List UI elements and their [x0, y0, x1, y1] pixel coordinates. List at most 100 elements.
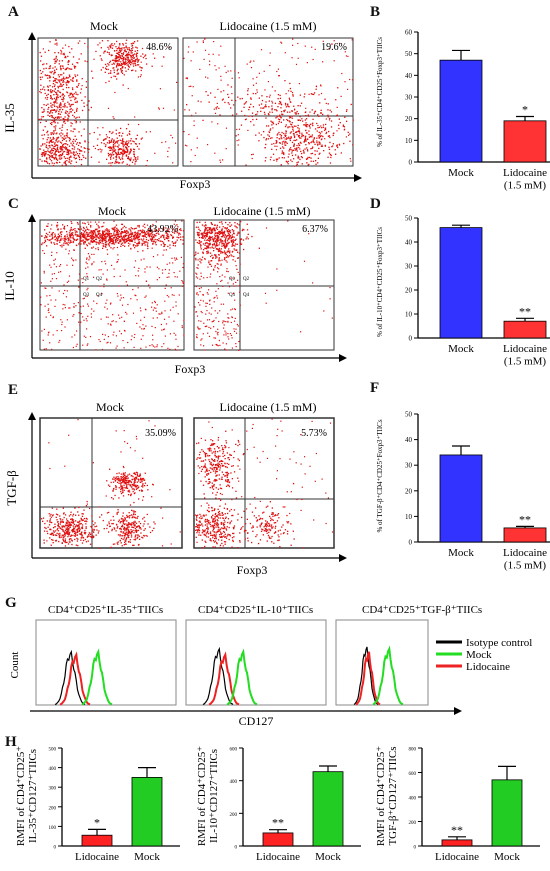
scatter-dot	[135, 138, 137, 140]
scatter-dot	[127, 490, 129, 492]
scatter-dot	[121, 151, 123, 153]
scatter-dot	[122, 232, 124, 234]
scatter-dot	[113, 62, 115, 64]
scatter-dot	[117, 233, 119, 235]
scatter-dot	[161, 313, 163, 315]
scatter-dot	[123, 320, 125, 322]
scatter-dot	[219, 161, 222, 163]
scatter-dot	[171, 226, 173, 228]
scatter-dot	[122, 518, 124, 520]
scatter-dot	[224, 234, 226, 236]
scatter-dot	[62, 100, 64, 102]
scatter-dot	[66, 530, 69, 533]
scatter-dot	[47, 162, 49, 164]
scatter-dot	[57, 239, 59, 241]
scatter-dot	[44, 74, 46, 76]
scatter-dot	[227, 243, 229, 245]
scatter-dot	[223, 334, 225, 336]
scatter-dot	[211, 232, 213, 234]
scatter-dot	[183, 334, 185, 336]
scatter-dot	[97, 237, 99, 239]
scatter-dot	[196, 273, 198, 275]
scatter-dot	[62, 146, 64, 148]
scatter-dot	[138, 59, 140, 61]
scatter-dot	[116, 478, 118, 480]
scatter-dot	[324, 145, 326, 147]
scatter-dot	[73, 249, 75, 251]
scatter-dot	[319, 102, 321, 104]
scatter-dot	[230, 237, 232, 240]
scatter-dot	[133, 237, 135, 239]
scatter-dot	[72, 94, 74, 96]
scatter-dot	[208, 244, 210, 246]
scatter-dot	[304, 137, 307, 139]
scatter-dot	[281, 137, 283, 140]
scatter-dot	[65, 524, 67, 526]
scatter-dot	[119, 479, 122, 482]
scatter-dot	[54, 116, 57, 119]
scatter-dot	[286, 142, 288, 144]
scatter-dot	[224, 230, 226, 232]
scatter-dot	[144, 528, 146, 530]
scatter-dot	[319, 132, 322, 134]
scatter-dot	[86, 518, 88, 520]
scatter-dot	[305, 124, 307, 126]
scatter-dot	[127, 494, 130, 496]
scatter-dot	[90, 237, 93, 240]
scatter-dot	[227, 256, 230, 258]
scatter-dot	[352, 119, 354, 121]
scatter-dot	[133, 532, 135, 534]
scatter-dot	[302, 120, 304, 122]
scatter-dot	[48, 308, 50, 310]
scatter-dot	[105, 235, 107, 237]
scatter-dot	[220, 238, 222, 240]
scatter-dot	[314, 143, 316, 145]
flow-title-lidocaine: Lidocaine (1.5 mM)	[220, 19, 317, 33]
scatter-dot	[113, 71, 115, 74]
scatter-dot	[163, 237, 165, 239]
scatter-dot	[345, 55, 347, 57]
scatter-dot	[178, 234, 180, 236]
scatter-dot	[48, 239, 50, 242]
scatter-dot	[42, 88, 44, 90]
scatter-dot	[138, 480, 140, 482]
scatter-dot	[66, 319, 68, 321]
scatter-dot	[100, 269, 102, 271]
scatter-dot	[66, 160, 68, 162]
scatter-dot	[125, 487, 127, 489]
scatter-dot	[116, 73, 118, 75]
scatter-dot	[117, 238, 119, 240]
scatter-dot	[86, 320, 88, 322]
scatter-dot	[82, 233, 84, 235]
scatter-dot	[227, 93, 229, 96]
scatter-dot	[128, 534, 130, 536]
scatter-dot	[183, 282, 185, 284]
scatter-dot	[338, 143, 340, 145]
scatter-dot	[100, 47, 102, 49]
scatter-dot	[268, 100, 270, 102]
scatter-dot	[77, 521, 79, 523]
scatter-dot	[120, 127, 122, 130]
scatter-dot	[140, 319, 142, 321]
scatter-dot	[276, 116, 278, 118]
scatter-dot	[218, 233, 221, 236]
scatter-dot	[77, 155, 79, 157]
scatter-dot	[60, 239, 62, 241]
scatter-dot	[269, 128, 272, 130]
scatter-dot	[62, 106, 64, 108]
scatter-dot	[109, 45, 111, 47]
scatter-dot	[84, 141, 86, 143]
scatter-dot	[329, 162, 332, 164]
scatter-dot	[120, 478, 122, 480]
scatter-dot	[304, 148, 306, 150]
scatter-dot	[320, 125, 322, 127]
scatter-dot	[113, 478, 115, 480]
scatter-dot	[147, 245, 149, 247]
scatter-dot	[46, 63, 48, 65]
scatter-dot	[139, 233, 141, 235]
scatter-dot	[123, 50, 126, 52]
scatter-dot	[310, 153, 312, 155]
scatter-dot	[55, 158, 58, 160]
scatter-dot	[62, 93, 64, 96]
scatter-dot	[137, 225, 139, 227]
